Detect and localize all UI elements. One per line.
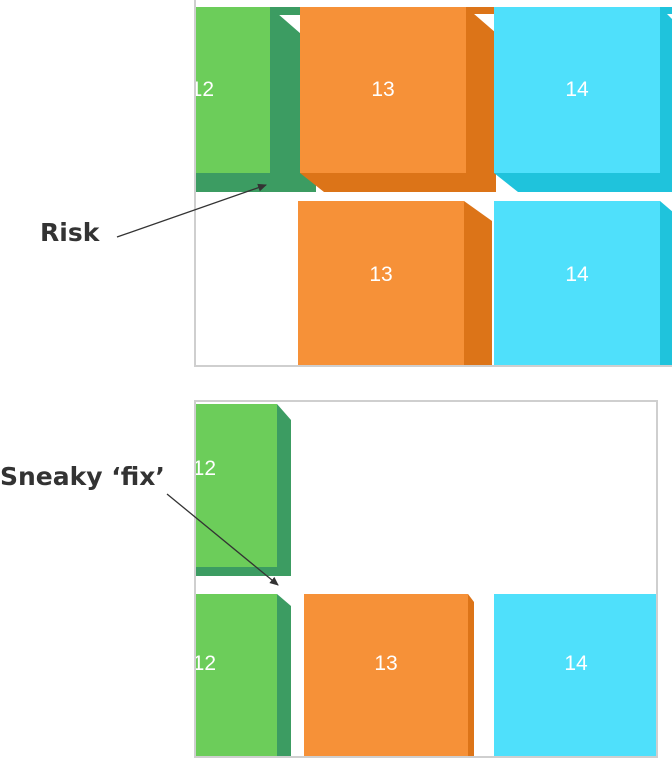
tile-14-cyan-bottom-shape	[494, 201, 672, 365]
tile-12u-label: 12	[194, 457, 216, 480]
tile-14-cyan: 14	[494, 594, 656, 756]
tile-14-cyan-bottom: 14	[494, 201, 672, 365]
tile-13c-front	[304, 594, 468, 756]
tile-14b-front	[494, 201, 660, 365]
tile-14-bottom	[494, 173, 672, 192]
tile-14b-label: 14	[565, 263, 589, 286]
tile-13-orange: 13	[304, 594, 476, 756]
tile-14-side	[660, 7, 672, 192]
risk-label: Risk	[40, 218, 100, 247]
tile-13-orange-bottom-shape	[298, 201, 492, 365]
tile-13-orange-top: 13	[300, 7, 496, 192]
tile-12-label: 12	[196, 78, 214, 101]
bottom-panel: 12 12 13 14	[194, 400, 658, 758]
tile-12u-side	[277, 404, 291, 576]
tile-14b-side	[660, 201, 672, 365]
tile-14-front	[494, 7, 660, 173]
tile-13-label: 13	[371, 78, 395, 101]
tile-14-cyan-top-shape	[494, 7, 672, 192]
tile-12-green-bottom	[196, 173, 316, 192]
tile-12l-label: 12	[194, 652, 216, 675]
tile-12l-side	[277, 594, 291, 756]
tile-13c-side	[468, 594, 474, 756]
sneaky-fix-label: Sneaky ‘fix’	[0, 462, 165, 491]
tile-13b-label: 13	[369, 263, 393, 286]
tile-13c-label: 13	[374, 652, 398, 675]
tile-13-side	[466, 7, 496, 192]
tile-12-green-front	[196, 7, 270, 173]
tile-13-orange-top-shape	[300, 7, 496, 192]
tile-14-cyan-top: 14	[494, 7, 672, 192]
tile-14-cyan-shape	[494, 594, 656, 756]
tile-13-front	[300, 7, 466, 173]
tile-12-green-lower: 12	[194, 594, 292, 756]
tile-13b-front	[298, 201, 464, 365]
top-panel: 12 13 14 13	[194, 0, 672, 367]
tile-12-green-upper: 12	[194, 404, 292, 576]
tile-13-orange-bottom: 13	[298, 201, 494, 365]
tile-13-bottom	[300, 173, 496, 192]
tile-14c-label: 14	[564, 652, 588, 675]
tile-14c-front	[494, 594, 656, 756]
tile-13b-side	[464, 201, 492, 365]
tile-13-orange-shape	[304, 594, 474, 756]
tile-12l-front	[196, 594, 277, 756]
tile-12-lower-shape	[196, 594, 291, 756]
tile-14-label: 14	[565, 78, 589, 101]
tile-12u-bottom	[196, 567, 291, 576]
